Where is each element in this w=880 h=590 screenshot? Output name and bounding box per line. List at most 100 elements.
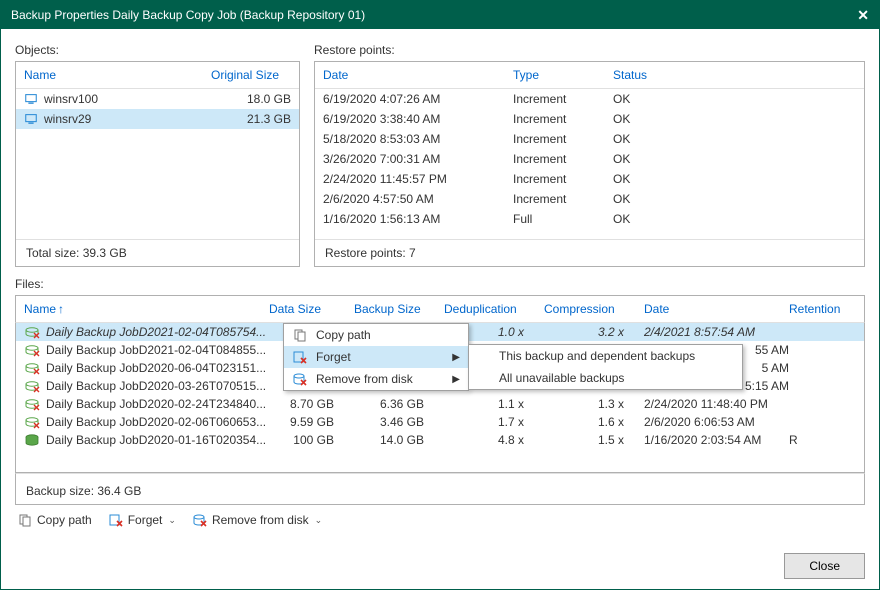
bottom-toolbar: Copy path Forget ⌄ Remove from disk ⌄ bbox=[15, 505, 865, 533]
restore-point-row[interactable]: 6/19/2020 3:38:40 AMIncrementOK bbox=[315, 109, 864, 129]
file-name: Daily Backup JobD2020-02-06T060653... bbox=[46, 415, 266, 429]
files-footer: Backup size: 36.4 GB bbox=[15, 473, 865, 505]
file-datasize: 8.70 GB bbox=[269, 397, 354, 411]
restore-point-row[interactable]: 1/16/2020 1:56:13 AMFullOK bbox=[315, 209, 864, 229]
submenu-arrow-icon: ▶ bbox=[452, 374, 460, 385]
rp-type: Increment bbox=[513, 172, 613, 186]
file-datasize: 100 GB bbox=[269, 433, 354, 447]
file-name: Daily Backup JobD2021-02-04T084855... bbox=[46, 343, 266, 357]
rp-type: Increment bbox=[513, 112, 613, 126]
restore-points-panel: Restore points: Date Type Status 6/19/20… bbox=[314, 43, 865, 267]
backup-file-icon bbox=[24, 361, 40, 375]
backup-file-icon bbox=[24, 325, 40, 339]
files-col-retention[interactable]: Retention bbox=[789, 302, 854, 316]
object-size: 18.0 GB bbox=[211, 92, 291, 106]
file-row[interactable]: Daily Backup JobD2020-02-24T234840...8.7… bbox=[16, 395, 864, 413]
restore-point-row[interactable]: 5/18/2020 8:53:03 AMIncrementOK bbox=[315, 129, 864, 149]
rp-status: OK bbox=[613, 92, 703, 106]
object-row[interactable]: winsrv29 21.3 GB bbox=[16, 109, 299, 129]
vm-icon bbox=[24, 92, 38, 106]
toolbar-label: Forget bbox=[128, 513, 163, 527]
file-dedup: 1.7 x bbox=[444, 415, 544, 429]
backup-file-icon bbox=[24, 415, 40, 429]
file-compression: 1.5 x bbox=[544, 433, 644, 447]
restore-points-footer: Restore points: 7 bbox=[315, 239, 864, 266]
rp-date: 3/26/2020 7:00:31 AM bbox=[323, 152, 513, 166]
sort-arrow-icon: ↑ bbox=[58, 302, 64, 316]
rp-col-type[interactable]: Type bbox=[513, 68, 613, 82]
files-body: Daily Backup JobD2021-02-04T085754...1.0… bbox=[15, 323, 865, 473]
submenu-item-this-backup[interactable]: This backup and dependent backups bbox=[469, 345, 742, 367]
restore-point-row[interactable]: 3/26/2020 7:00:31 AMIncrementOK bbox=[315, 149, 864, 169]
rp-col-date[interactable]: Date bbox=[323, 68, 513, 82]
menu-item-label: Forget bbox=[316, 350, 351, 364]
submenu-item-all-unavailable[interactable]: All unavailable backups bbox=[469, 367, 742, 389]
chevron-down-icon: ⌄ bbox=[168, 515, 176, 526]
files-col-name[interactable]: Name ↑ bbox=[24, 302, 269, 316]
toolbar-forget[interactable]: Forget ⌄ bbox=[108, 513, 176, 527]
file-backupsize: 6.36 GB bbox=[354, 397, 444, 411]
objects-label: Objects: bbox=[15, 43, 300, 57]
rp-status: OK bbox=[613, 212, 703, 226]
object-size: 21.3 GB bbox=[211, 112, 291, 126]
file-datasize: 9.59 GB bbox=[269, 415, 354, 429]
rp-status: OK bbox=[613, 172, 703, 186]
file-dedup: 4.8 x bbox=[444, 433, 544, 447]
copy-icon bbox=[292, 328, 310, 342]
chevron-down-icon: ⌄ bbox=[315, 515, 323, 526]
objects-col-name[interactable]: Name bbox=[24, 68, 211, 82]
file-backupsize: 14.0 GB bbox=[354, 433, 444, 447]
dialog-footer: Close bbox=[1, 547, 879, 589]
files-col-date[interactable]: Date bbox=[644, 302, 789, 316]
rp-col-status[interactable]: Status bbox=[613, 68, 703, 82]
file-backupsize: 3.46 GB bbox=[354, 415, 444, 429]
restore-point-row[interactable]: 2/6/2020 4:57:50 AMIncrementOK bbox=[315, 189, 864, 209]
restore-points-label: Restore points: bbox=[314, 43, 865, 57]
menu-item-copy-path[interactable]: Copy path bbox=[284, 324, 468, 346]
files-col-datasize[interactable]: Data Size bbox=[269, 302, 354, 316]
file-retention: R bbox=[789, 433, 854, 447]
toolbar-remove[interactable]: Remove from disk ⌄ bbox=[192, 513, 322, 527]
files-col-dedup[interactable]: Deduplication bbox=[444, 302, 544, 316]
restore-point-row[interactable]: 6/19/2020 4:07:26 AMIncrementOK bbox=[315, 89, 864, 109]
close-button[interactable]: Close bbox=[784, 553, 865, 579]
close-icon[interactable]: ✕ bbox=[857, 7, 869, 24]
file-name: Daily Backup JobD2021-02-04T085754... bbox=[46, 325, 266, 339]
file-date: 2/24/2020 11:48:40 PM bbox=[644, 397, 789, 411]
rp-date: 6/19/2020 3:38:40 AM bbox=[323, 112, 513, 126]
rp-status: OK bbox=[613, 132, 703, 146]
backup-file-icon bbox=[24, 397, 40, 411]
files-col-backupsize[interactable]: Backup Size bbox=[354, 302, 444, 316]
toolbar-copy-path[interactable]: Copy path bbox=[17, 513, 92, 527]
file-date: 1/16/2020 2:03:54 AM bbox=[644, 433, 789, 447]
toolbar-label: Copy path bbox=[37, 513, 92, 527]
menu-item-label: Copy path bbox=[316, 328, 371, 342]
file-name: Daily Backup JobD2020-02-24T234840... bbox=[46, 397, 266, 411]
objects-col-size[interactable]: Original Size bbox=[211, 68, 291, 82]
object-name: winsrv29 bbox=[44, 112, 211, 126]
files-label: Files: bbox=[15, 277, 865, 291]
remove-icon bbox=[192, 513, 208, 527]
objects-header: Name Original Size bbox=[16, 62, 299, 89]
backup-file-icon bbox=[24, 433, 40, 447]
rp-date: 6/19/2020 4:07:26 AM bbox=[323, 92, 513, 106]
files-col-compression[interactable]: Compression bbox=[544, 302, 644, 316]
menu-item-label: Remove from disk bbox=[316, 372, 413, 386]
forget-icon bbox=[292, 350, 310, 364]
objects-footer: Total size: 39.3 GB bbox=[16, 239, 299, 266]
rp-type: Increment bbox=[513, 192, 613, 206]
forget-icon bbox=[108, 513, 124, 527]
file-row[interactable]: Daily Backup JobD2020-02-06T060653...9.5… bbox=[16, 413, 864, 431]
file-name: Daily Backup JobD2020-06-04T023151... bbox=[46, 361, 266, 375]
file-name: Daily Backup JobD2020-03-26T070515... bbox=[46, 379, 266, 393]
objects-panel: Objects: Name Original Size winsrv100 18… bbox=[15, 43, 300, 267]
object-row[interactable]: winsrv100 18.0 GB bbox=[16, 89, 299, 109]
menu-item-remove[interactable]: Remove from disk ▶ bbox=[284, 368, 468, 390]
restore-points-header: Date Type Status bbox=[315, 62, 864, 89]
menu-item-forget[interactable]: Forget ▶ bbox=[284, 346, 468, 368]
context-menu: Copy path Forget ▶ Remove from disk ▶ bbox=[283, 323, 469, 391]
file-compression: 1.6 x bbox=[544, 415, 644, 429]
restore-point-row[interactable]: 2/24/2020 11:45:57 PMIncrementOK bbox=[315, 169, 864, 189]
remove-icon bbox=[292, 372, 310, 386]
file-row[interactable]: Daily Backup JobD2020-01-16T020354...100… bbox=[16, 431, 864, 449]
